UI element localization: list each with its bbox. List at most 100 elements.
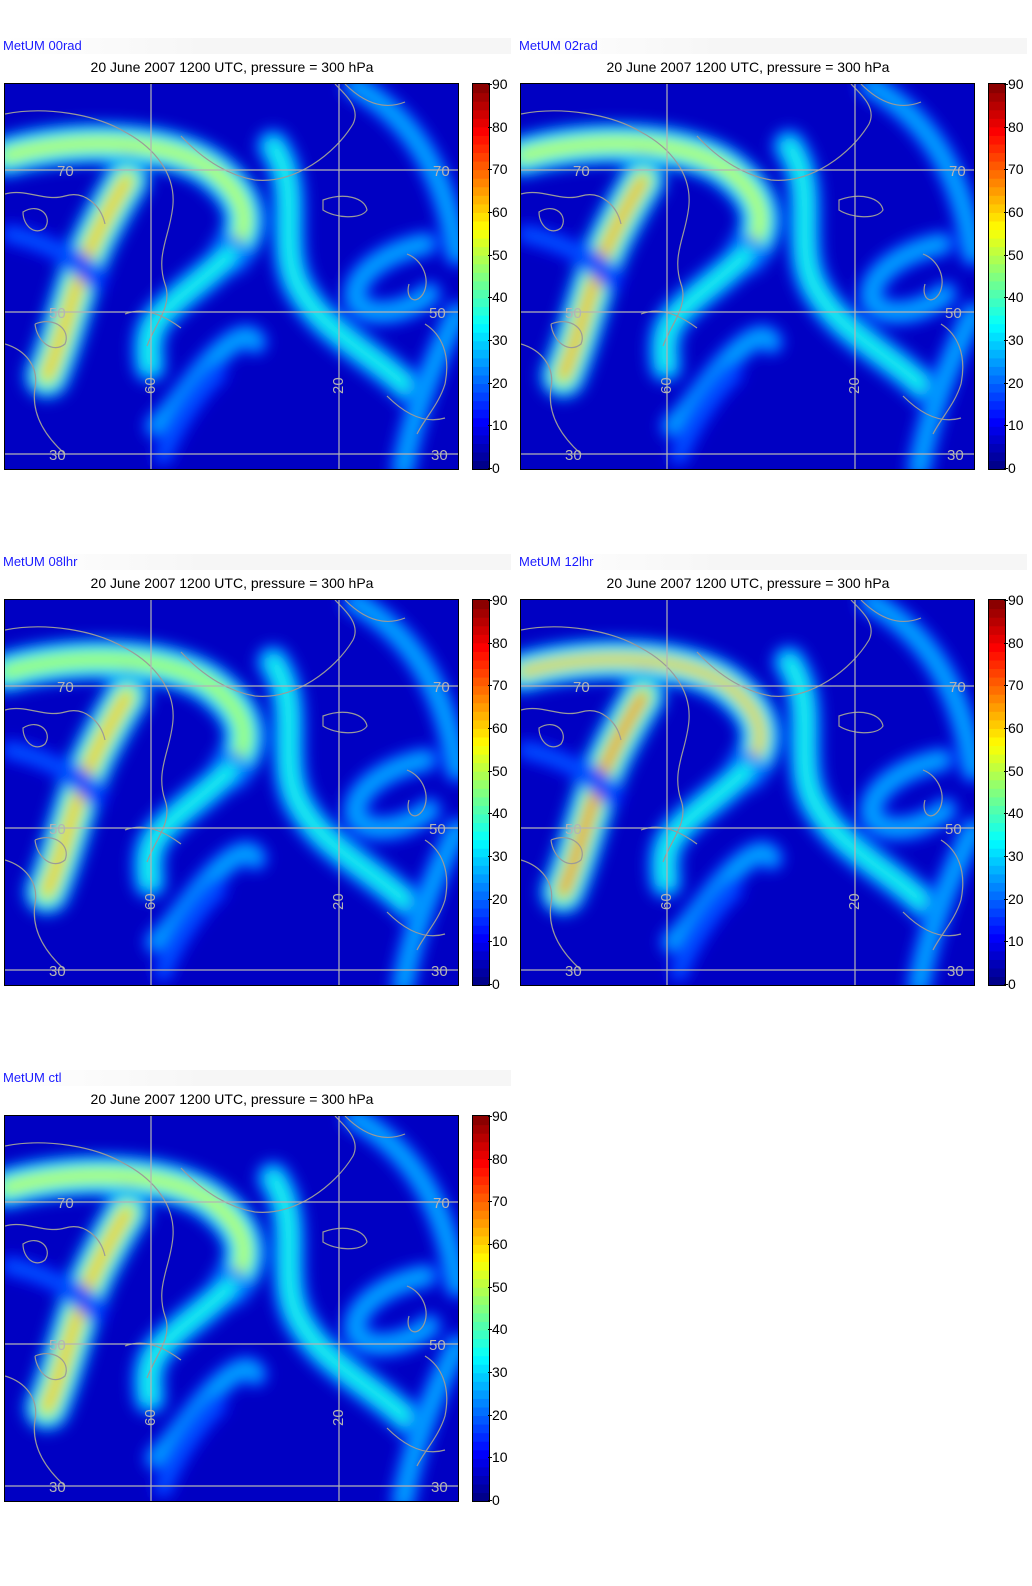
lon-label-60: 60	[142, 377, 159, 394]
colorbar-tick-mark	[1004, 600, 1008, 601]
colorbar-step	[473, 332, 489, 342]
colorbar-step	[989, 109, 1005, 119]
colorbar-step	[473, 1364, 489, 1374]
colorbar-tick-mark	[488, 1500, 492, 1501]
colorbar-step	[473, 1355, 489, 1365]
run-label: MetUM 08lhr	[3, 554, 511, 570]
coastline	[22, 723, 48, 748]
lon-label-60: 60	[658, 893, 675, 910]
colorbar-step	[989, 822, 1005, 832]
lat-label-50-west: 50	[49, 821, 66, 838]
coastline	[902, 395, 962, 421]
lat-label-30-west: 30	[49, 447, 66, 464]
colorbar-step	[473, 634, 489, 644]
colorbar-step	[473, 771, 489, 781]
colorbar-step	[473, 788, 489, 798]
colorbar-step	[473, 263, 489, 273]
colorbar-step	[473, 1278, 489, 1288]
wind-band-north-arc	[5, 138, 249, 259]
wind-band-west-tail	[5, 229, 102, 285]
colorbar-step	[473, 1381, 489, 1391]
colorbar-tick-label: 10	[492, 933, 508, 950]
coastline	[34, 1353, 67, 1381]
colorbar-step	[473, 1270, 489, 1280]
wind-band-jet-core	[42, 691, 132, 897]
colorbar-step	[989, 289, 1005, 299]
colorbar-tick-mark	[488, 984, 492, 985]
map-canvas: 70 70 50 50 30 30 60 20	[521, 600, 974, 985]
colorbar-step	[989, 101, 1005, 111]
colorbar-tick-mark	[1004, 685, 1008, 687]
wind-band-jet-core	[42, 1207, 132, 1413]
colorbar-step	[473, 1158, 489, 1168]
colorbar-step	[473, 451, 489, 462]
wind-speed-map: 70 70 50 50 30 30 60 20	[4, 1115, 459, 1502]
colorbar-step	[473, 908, 489, 918]
colorbar-step	[473, 152, 489, 162]
panel-metum-00rad: MetUM 00rad 20 June 2007 1200 UTC, press…	[0, 38, 516, 554]
colorbar-tick-label: 30	[492, 332, 508, 348]
map-canvas: 70 70 50 50 30 30 60 20	[5, 600, 458, 985]
panel-metum-12lhr: MetUM 12lhr 20 June 2007 1200 UTC, press…	[516, 554, 1032, 1070]
colorbar-tick-label: 10	[1008, 933, 1024, 950]
colorbar-step	[473, 186, 489, 196]
coastline	[344, 84, 406, 106]
wind-band-south-swirl	[150, 845, 262, 949]
colorbar-step	[473, 959, 489, 969]
colorbar-tick-mark	[1004, 941, 1008, 943]
colorbar-tick-mark	[488, 1286, 492, 1288]
colorbar-tick-mark	[1004, 425, 1008, 427]
wind-band-west-tail	[5, 745, 102, 801]
colorbar-tick-mark	[488, 1329, 492, 1331]
wind-speed-map: 70 70 50 50 30 30 60 20	[4, 83, 459, 470]
colorbar-step	[989, 280, 1005, 290]
colorbar-step	[473, 1329, 489, 1340]
wind-speed-map: 70 70 50 50 30 30 60 20	[520, 83, 975, 470]
colorbar-step	[473, 443, 489, 453]
colorbar-tick-mark	[1004, 984, 1008, 985]
colorbar-step	[473, 745, 489, 755]
colorbar-step	[989, 625, 1005, 635]
colorbar-step	[473, 1235, 489, 1245]
wind-band-se-band	[912, 823, 974, 985]
colorbar-step	[989, 642, 1005, 652]
colorbar-tick-label: 0	[492, 976, 500, 992]
colorbar-step	[989, 186, 1005, 196]
colorbar-step	[473, 651, 489, 661]
colorbar-step	[473, 779, 489, 789]
wind-band-east-arc	[268, 141, 422, 401]
lat-label-30-east: 30	[947, 447, 964, 464]
wind-band-jet-core	[558, 691, 648, 897]
colorbar-step	[473, 728, 489, 738]
colorbar-step	[473, 1312, 489, 1322]
colorbar-step	[989, 126, 1005, 136]
colorbar-canvas	[473, 600, 489, 985]
colorbar-tick-mark	[488, 898, 492, 900]
colorbar-ticks: 0 10 20 30 40 50 60 70 80 90	[488, 77, 518, 475]
wind-band-lower-band	[158, 885, 222, 977]
colorbar-step	[989, 374, 1005, 385]
lat-label-30-west: 30	[565, 963, 582, 980]
colorbar-step	[989, 882, 1005, 892]
map-canvas: 70 70 50 50 30 30 60 20	[5, 84, 458, 469]
colorbar-step	[473, 434, 489, 444]
wind-band-east-arc	[784, 657, 938, 917]
coastline	[538, 207, 564, 232]
colorbar-step	[473, 1304, 489, 1314]
colorbar-tick-mark	[1004, 382, 1008, 384]
coastline	[386, 911, 446, 937]
coastline	[34, 837, 67, 865]
lat-label-50-east: 50	[429, 821, 446, 838]
colorbar-step	[473, 1244, 489, 1254]
colorbar-tick-mark	[1004, 126, 1008, 128]
colorbar-tick-label: 80	[492, 634, 508, 651]
wind-band-south-swirl	[666, 329, 778, 433]
colorbar-step	[989, 702, 1005, 712]
colorbar-tick-mark	[1004, 84, 1008, 85]
lat-label-30-east: 30	[431, 447, 448, 464]
colorbar-step	[473, 1201, 489, 1211]
colorbar-step	[473, 873, 489, 883]
colorbar-step	[473, 1116, 489, 1126]
wind-band-west-tail	[521, 745, 618, 801]
colorbar-step	[989, 238, 1005, 248]
